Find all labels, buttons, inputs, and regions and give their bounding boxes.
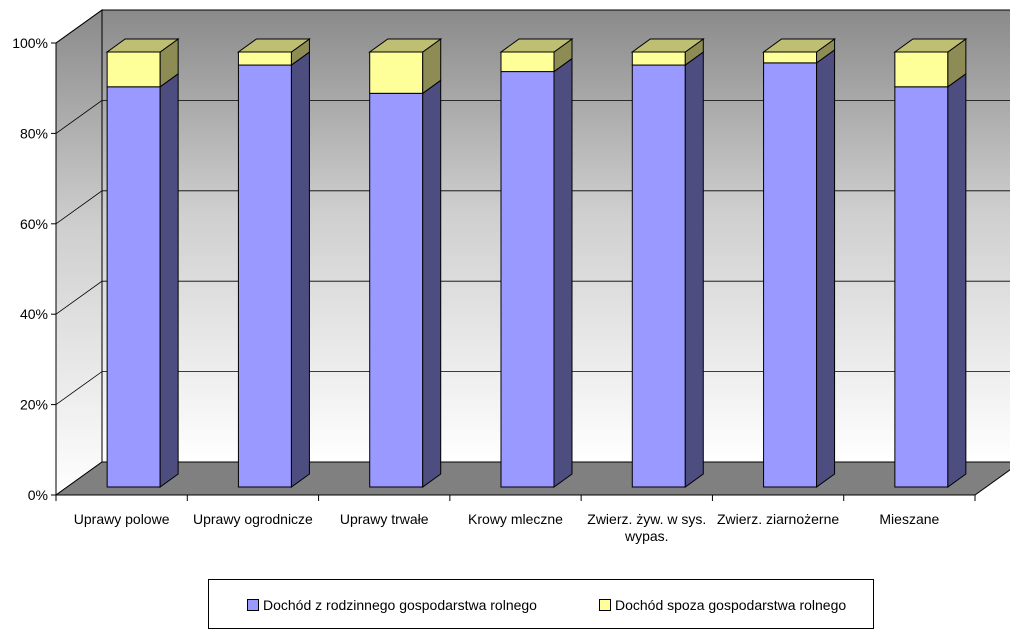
bar-front: [106, 51, 161, 88]
bar-side: [553, 57, 573, 488]
gridline: [55, 280, 1010, 315]
bar-top: [499, 38, 574, 53]
bar-side: [290, 51, 310, 488]
x-tick-label: Uprawy ogrodnicze: [193, 511, 313, 527]
bar-top: [893, 38, 968, 53]
bar-front: [763, 51, 818, 64]
bar-side: [159, 72, 179, 488]
bar-front: [237, 51, 292, 66]
side-wall: [55, 9, 103, 496]
x-tick-label: wypas.: [624, 528, 669, 544]
bar-segment: [368, 38, 443, 95]
bar-front: [500, 71, 555, 488]
bar-segment: [763, 48, 836, 488]
y-tick-label: 20%: [20, 397, 48, 413]
x-tick-label: Krowy mleczne: [468, 511, 563, 527]
legend: Dochód z rodzinnego gospodarstwa rolnego…: [208, 579, 874, 629]
bar-segment: [105, 38, 180, 88]
bar-top: [236, 38, 311, 53]
legend-swatch-series-2: [599, 599, 611, 611]
bar-side: [422, 79, 442, 488]
bar-segment: [369, 79, 442, 488]
x-tick-label: Uprawy polowe: [74, 511, 170, 527]
bar-front: [763, 62, 818, 488]
x-tick-label: Zwierz. żyw. w sys.: [587, 511, 706, 527]
x-tick-label: Uprawy trwałe: [340, 511, 429, 527]
bar-segment: [894, 72, 967, 488]
bar-side: [684, 51, 704, 488]
bar-side: [816, 48, 836, 488]
gridline: [55, 9, 1010, 44]
bar-segment: [236, 38, 311, 67]
bar-segment: [893, 38, 968, 88]
legend-swatch-series-1: [247, 599, 259, 611]
bar-front: [631, 51, 686, 66]
bar-top: [630, 38, 705, 53]
x-tick-label: Mieszane: [879, 511, 939, 527]
bar-segment: [630, 38, 705, 67]
bar-segment: [237, 51, 310, 488]
gridline: [55, 371, 1010, 405]
bar-front: [894, 86, 949, 488]
y-tick-label: 40%: [20, 306, 48, 322]
legend-item-series-2: Dochód spoza gospodarstwa rolnego: [599, 597, 846, 613]
bar-segment: [499, 38, 574, 73]
bar-top: [762, 38, 837, 53]
y-tick-label: 60%: [20, 216, 48, 232]
bar-front: [369, 92, 424, 488]
bar-segment: [500, 57, 573, 488]
legend-label-series-1: Dochód z rodzinnego gospodarstwa rolnego: [263, 597, 537, 613]
bar-front: [500, 51, 555, 73]
bar-segment: [106, 72, 179, 488]
legend-item-series-1: Dochód z rodzinnego gospodarstwa rolnego: [247, 597, 537, 613]
stacked-bar-chart: 0% 20% 40% 60% 80% 100% Uprawy polowe Uprawy og…: [12, 9, 1010, 544]
bar-front: [894, 51, 949, 88]
y-tick-label: 100%: [12, 35, 48, 51]
legend-label-series-2: Dochód spoza gospodarstwa rolnego: [615, 597, 847, 613]
bar-front: [106, 86, 161, 488]
bar-segment: [762, 38, 837, 64]
bar-front: [369, 51, 424, 94]
bar-segment: [631, 51, 704, 488]
y-tick-label: 0%: [28, 487, 48, 503]
gridline: [55, 100, 1010, 134]
gridline: [55, 190, 1010, 225]
bar-side: [947, 72, 967, 488]
bar-top: [105, 38, 180, 53]
bar-front: [237, 64, 292, 488]
x-tick-label: Zwierz. ziarnożerne: [717, 511, 839, 527]
y-tick-label: 80%: [20, 125, 48, 141]
bar-top: [368, 38, 443, 53]
bar-front: [631, 64, 686, 488]
